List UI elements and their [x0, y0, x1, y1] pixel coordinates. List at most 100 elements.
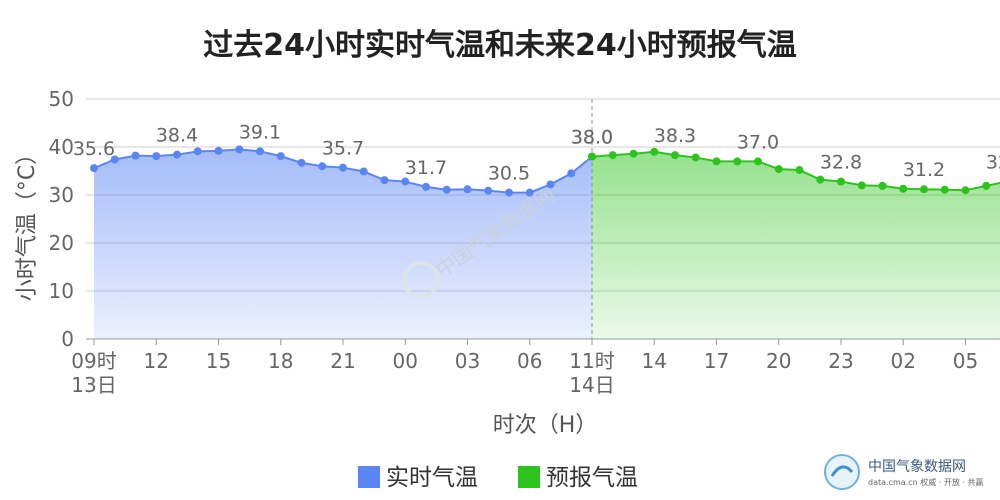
- series-area-real: [94, 149, 592, 339]
- data-label: 38.0: [571, 127, 613, 149]
- data-label: 38.3: [654, 125, 696, 147]
- y-tick-label: 0: [61, 327, 74, 351]
- data-point: [837, 177, 845, 186]
- data-point: [567, 169, 576, 178]
- x-tick-label: 02: [891, 349, 916, 373]
- data-point: [691, 153, 700, 162]
- data-label: 35.6: [73, 138, 115, 160]
- data-point: [525, 188, 534, 197]
- x-tick-label: 06: [517, 349, 542, 373]
- legend-swatch[interactable]: [518, 466, 540, 488]
- x-tick-label: 09时: [71, 349, 116, 373]
- data-label: 32.8: [986, 152, 1000, 174]
- x-tick-label: 23: [828, 349, 853, 373]
- data-point: [484, 186, 493, 195]
- data-point: [235, 145, 244, 154]
- x-tick-label: 05: [953, 349, 978, 373]
- data-point: [442, 185, 451, 194]
- x-tick-sublabel: 14日: [569, 373, 614, 397]
- series-points: [90, 145, 991, 197]
- data-point: [608, 151, 617, 160]
- data-labels: 35.638.4 39.135.731.7 30.538.038.0 38.3 37.0…: [73, 121, 1000, 184]
- data-point: [297, 158, 306, 167]
- data-point: [816, 175, 825, 184]
- legend[interactable]: 实时气温 预报气温: [358, 465, 638, 491]
- legend-swatch[interactable]: [358, 466, 380, 488]
- data-point: [546, 180, 555, 189]
- x-tick-label: 11时: [569, 349, 614, 373]
- weather-logo-icon: [824, 454, 860, 490]
- data-point: [401, 177, 410, 186]
- data-label: 39.1: [239, 121, 281, 143]
- y-tick-label: 30: [49, 183, 74, 207]
- data-point: [650, 147, 659, 156]
- data-label: 31.2: [903, 159, 945, 181]
- area-fills: [94, 149, 1000, 339]
- data-point: [878, 181, 887, 190]
- data-point: [90, 164, 98, 173]
- data-point: [318, 162, 327, 171]
- data-point: [110, 155, 119, 164]
- y-axis-title: 小时气温（°C）: [15, 143, 40, 301]
- data-source-logo: 中国气象数据网 data.cma.cn 权威 · 开放 · 共赢: [824, 454, 983, 490]
- series-area-forecast: [592, 151, 1000, 339]
- data-point: [214, 146, 223, 155]
- data-point: [920, 185, 928, 194]
- x-tick-label: 15: [206, 349, 231, 373]
- data-point: [276, 152, 285, 161]
- data-point: [256, 147, 264, 156]
- data-label: 35.7: [322, 138, 364, 160]
- x-tick-sublabel: 13日: [71, 373, 116, 397]
- x-tick-label: 18: [268, 349, 293, 373]
- data-point: [795, 166, 804, 175]
- data-point: [982, 181, 991, 190]
- data-point: [961, 186, 970, 195]
- data-point: [131, 151, 140, 160]
- data-point: [899, 184, 908, 193]
- data-point: [733, 157, 742, 166]
- legend-label[interactable]: 预报气温: [546, 465, 638, 491]
- chart-title: 过去24小时实时气温和未来24小时预报气温: [203, 28, 797, 63]
- data-point: [940, 185, 949, 194]
- x-tick-label: 21: [330, 349, 355, 373]
- series-line-forecast: [591, 150, 1000, 192]
- y-tick-label: 50: [49, 87, 74, 111]
- data-point: [712, 157, 721, 166]
- data-point: [193, 147, 202, 156]
- y-tick-label: 10: [49, 279, 74, 303]
- x-tick-label: 20: [766, 349, 791, 373]
- x-tick-label: 14: [642, 349, 667, 373]
- data-point: [505, 188, 513, 197]
- logo-name: 中国气象数据网: [868, 459, 966, 475]
- data-label: 38.4: [156, 125, 198, 147]
- y-tick-label: 20: [49, 231, 74, 255]
- data-label: 38.0: [571, 127, 613, 149]
- data-point: [629, 149, 638, 158]
- x-tick-label: 03: [455, 349, 480, 373]
- data-point: [339, 163, 347, 172]
- data-point: [463, 185, 472, 194]
- data-point: [152, 152, 161, 161]
- data-label: 32.8: [820, 152, 862, 174]
- data-label: 31.7: [405, 157, 447, 179]
- x-tick-label: 17: [704, 349, 729, 373]
- data-point: [422, 182, 430, 191]
- data-point: [857, 181, 866, 190]
- legend-label[interactable]: 实时气温: [386, 465, 478, 491]
- data-point: [173, 150, 181, 159]
- y-tick-label: 40: [49, 135, 74, 159]
- weather-logo-swirl: [830, 465, 854, 477]
- data-point: [754, 157, 762, 166]
- data-point: [359, 167, 368, 176]
- x-tick-label: 00: [393, 349, 418, 373]
- logo-sub: data.cma.cn 权威 · 开放 · 共赢: [868, 477, 983, 487]
- data-point: [671, 151, 679, 160]
- x-tick-label: 12: [144, 349, 169, 373]
- data-point: [774, 165, 783, 174]
- data-point: [380, 176, 389, 185]
- data-point: [588, 152, 596, 161]
- x-axis-title: 时次（H）: [493, 413, 598, 438]
- watermark-icon: [402, 261, 440, 299]
